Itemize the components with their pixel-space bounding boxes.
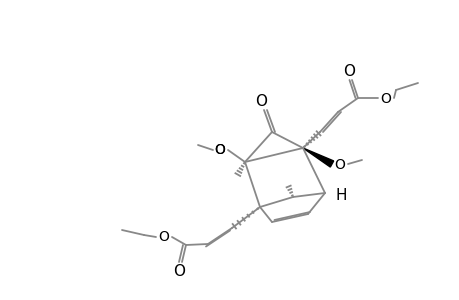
Text: O: O	[342, 64, 354, 79]
Text: O: O	[214, 143, 225, 157]
Text: O: O	[254, 94, 266, 109]
Text: H: H	[335, 188, 346, 202]
Text: O: O	[173, 263, 185, 278]
Text: O: O	[158, 230, 169, 244]
Text: O: O	[380, 92, 391, 106]
Text: O: O	[334, 158, 345, 172]
Text: O: O	[214, 143, 225, 157]
Polygon shape	[302, 148, 333, 167]
